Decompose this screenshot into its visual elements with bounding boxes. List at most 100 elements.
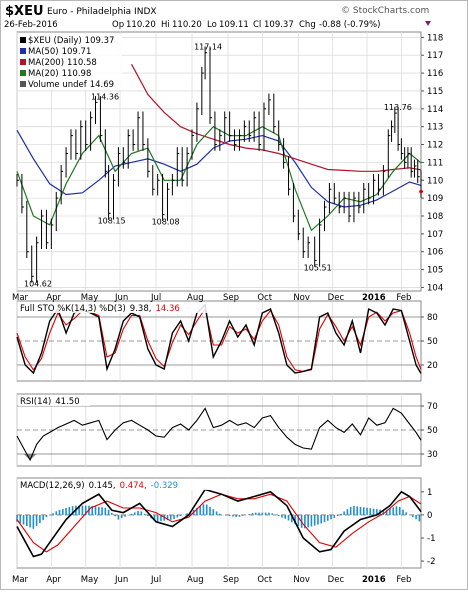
legend-value: -0.329 [151, 481, 178, 491]
macd-histogram-bar [52, 513, 54, 515]
macd-histogram-bar [173, 515, 175, 519]
macd-histogram-bar [356, 506, 358, 515]
macd-histogram-bar [157, 515, 159, 522]
month-label-top: Jul [150, 293, 161, 303]
macd-histogram-bar [33, 515, 35, 529]
macd-histogram-bar [59, 510, 61, 515]
y-tick-label: 110 [427, 176, 443, 186]
down-arrow-icon [425, 21, 431, 26]
macd-histogram-bar [82, 506, 84, 515]
y-tick-label: 80 [427, 313, 438, 323]
macd-histogram-bar [389, 509, 391, 515]
change-label: Chg [299, 20, 316, 30]
month-label-top: Aug [187, 293, 204, 303]
legend-value: 110.98 [62, 69, 92, 79]
price-panel: 1041051061071081091101111121131141151161… [17, 32, 443, 293]
y-tick-label: 107 [427, 230, 443, 240]
y-tick-label: 109 [427, 194, 443, 204]
month-label-bottom: Oct [257, 575, 272, 585]
legend-value: 14.36 [155, 304, 179, 314]
macd-histogram-bar [134, 512, 136, 514]
month-label-top: Sep [223, 293, 239, 303]
price-annotation: 105.51 [304, 263, 332, 272]
y-tick-label: 108 [427, 212, 443, 222]
macd-histogram-bar [65, 508, 67, 515]
y-tick-label: 114 [427, 105, 443, 115]
price-annotation: 108.08 [152, 218, 180, 227]
month-label-top: Dec [328, 293, 345, 303]
month-label-bottom: Aug [187, 575, 204, 585]
legend-swatch [20, 70, 26, 76]
y-tick-label: 20 [427, 361, 438, 371]
legend-value: 14.69 [90, 80, 114, 90]
y-tick-label: 113 [427, 123, 443, 133]
high-label: Hi [161, 20, 170, 30]
month-label-top: Mar [12, 293, 29, 303]
y-tick-label: 0 [427, 511, 432, 521]
legend-label: MA(20) [28, 69, 59, 79]
macd-histogram-bar [209, 507, 211, 515]
y-tick-label: 118 [427, 33, 443, 43]
macd-histogram-bar [219, 514, 221, 515]
month-label-bottom: Jun [114, 575, 128, 585]
y-tick-label: -1 [427, 534, 435, 544]
macd-histogram-bar [147, 515, 149, 516]
macd-histogram-bar [141, 511, 143, 514]
last-price-marker [419, 190, 423, 194]
macd-histogram-bar [347, 509, 349, 515]
y-tick-label: 30 [427, 450, 438, 460]
y-tick-label: 116 [427, 69, 443, 79]
macd-histogram-bar [144, 514, 146, 515]
open-value: 110.20 [126, 20, 156, 30]
price-annotation: 104.62 [24, 279, 52, 288]
legend-label: MA(50) [28, 47, 59, 57]
y-tick-label: 106 [427, 248, 443, 258]
legend-value: 0.474, [120, 481, 147, 491]
macd-histogram-bar [340, 514, 342, 515]
month-label-bottom: 2016 [362, 575, 386, 585]
y-tick-label: 105 [427, 266, 443, 276]
macd-histogram-bar [252, 513, 254, 515]
y-tick-label: 70 [427, 402, 438, 412]
macd-histogram-bar [402, 510, 404, 515]
macd-histogram-bar [36, 515, 38, 526]
macd-histogram-bar [396, 506, 398, 515]
macd-histogram-bar [350, 507, 352, 515]
macd-histogram-bar [176, 515, 178, 518]
macd-histogram-bar [419, 515, 421, 522]
macd-histogram-bar [278, 515, 280, 516]
macd-histogram-bar [23, 515, 25, 525]
macd-histogram-bar [320, 515, 322, 524]
low-label: Lo [207, 20, 217, 30]
macd-histogram-bar [212, 509, 214, 515]
macd-histogram-bar [131, 514, 133, 515]
legend-label: MACD(12,26,9) [20, 481, 85, 491]
change-value: -0.88 (-0.79%) [319, 20, 380, 30]
stockcharts-brand: © StockCharts.com [341, 6, 429, 16]
macd-histogram-bar [360, 507, 362, 515]
high-value: 110.20 [172, 20, 202, 30]
macd-histogram-bar [29, 515, 31, 527]
y-tick-label: 50 [427, 426, 438, 436]
macd-histogram-bar [242, 515, 244, 516]
legend-label: RSI(14) [20, 397, 51, 407]
macd-histogram-bar [95, 506, 97, 515]
macd-histogram-bar [124, 515, 126, 517]
legend-label: $XEU (Daily) [28, 36, 82, 46]
month-label-top: Apr [46, 293, 61, 303]
macd-histogram-bar [114, 515, 116, 516]
macd-histogram-bar [108, 510, 110, 515]
macd-histogram-bar [330, 515, 332, 519]
y-tick-label: 104 [427, 283, 443, 293]
macd-histogram-bar [265, 513, 267, 515]
legend-value: 110.58 [67, 58, 97, 68]
macd-histogram-bar [399, 507, 401, 515]
macd-histogram-bar [324, 515, 326, 522]
legend-swatch [20, 81, 26, 87]
macd-histogram-bar [226, 515, 228, 516]
macd-histogram-bar [105, 508, 107, 515]
legend-value: 41.50 [55, 397, 79, 407]
macd-histogram-bar [369, 508, 371, 515]
legend-value: 109.37 [85, 36, 115, 46]
symbol-title: $XEU [5, 4, 44, 19]
